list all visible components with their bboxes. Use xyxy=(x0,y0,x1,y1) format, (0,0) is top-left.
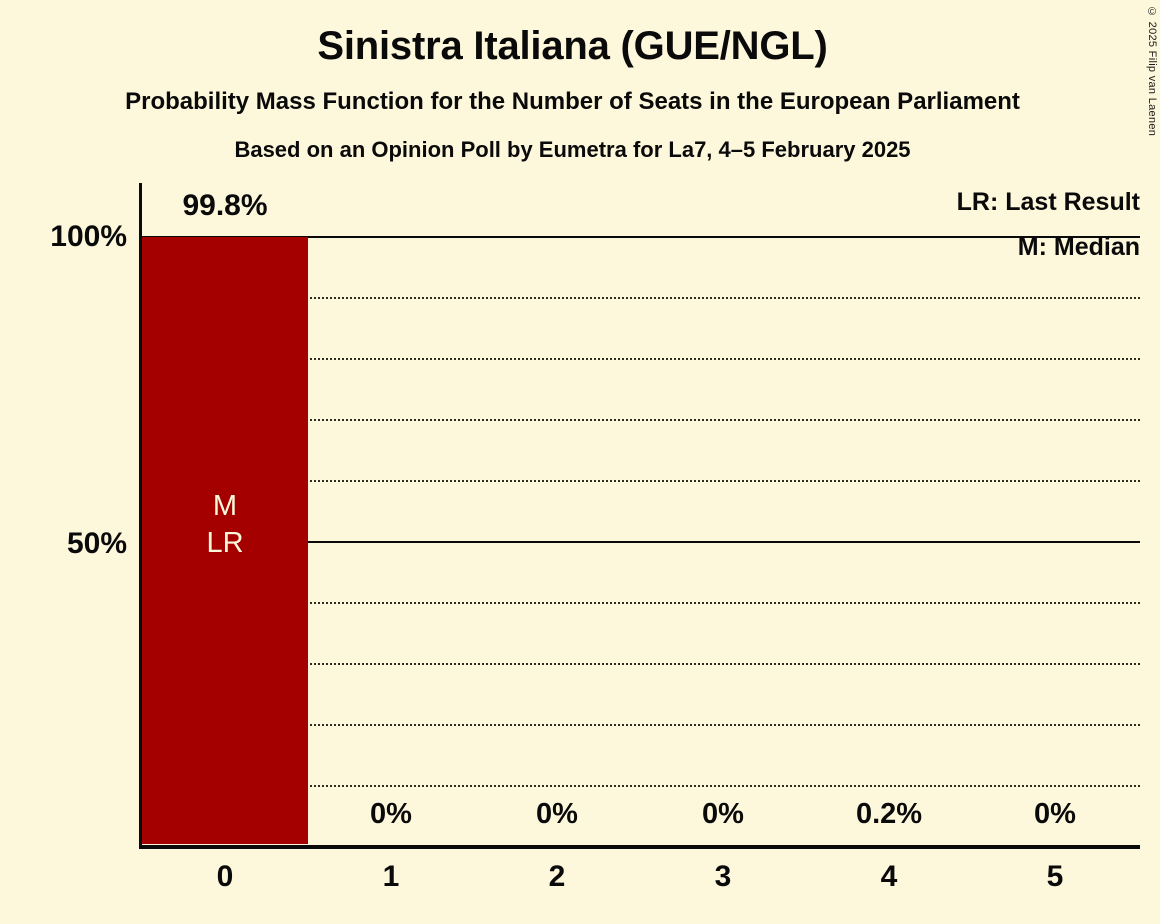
chart-title: Sinistra Italiana (GUE/NGL) xyxy=(317,24,828,68)
xtick-label-0: 0 xyxy=(216,860,234,893)
value-label-seats-2: 0% xyxy=(536,798,578,830)
gridline-100 xyxy=(142,236,1140,238)
xtick-label-4: 4 xyxy=(880,860,898,893)
value-label-seats-5: 0% xyxy=(1034,798,1076,830)
gridline-80 xyxy=(142,358,1140,360)
plot-area: M LR xyxy=(139,183,1140,849)
gridline-30 xyxy=(142,663,1140,665)
x-axis-line xyxy=(139,845,1140,849)
xtick-label-5: 5 xyxy=(1046,860,1064,893)
chart-source-subtitle: Based on an Opinion Poll by Eumetra for … xyxy=(234,137,911,162)
xtick-label-2: 2 xyxy=(548,860,566,893)
value-label-seats-0: 99.8% xyxy=(182,189,268,222)
copyright-notice: © 2025 Filip van Laenen xyxy=(1146,6,1158,137)
gridline-40 xyxy=(142,602,1140,604)
xtick-label-3: 3 xyxy=(714,860,732,893)
chart-subtitle: Probability Mass Function for the Number… xyxy=(125,88,1020,115)
gridline-50 xyxy=(142,541,1140,543)
gridline-90 xyxy=(142,297,1140,299)
legend-last-result: LR: Last Result xyxy=(956,188,1140,216)
bar-median-marker: M xyxy=(212,490,238,522)
bar-seats-0[interactable]: M LR xyxy=(142,237,308,844)
value-label-seats-1: 0% xyxy=(370,798,412,830)
gridline-10 xyxy=(142,785,1140,787)
value-label-seats-4: 0.2% xyxy=(855,798,923,830)
gridline-20 xyxy=(142,724,1140,726)
gridline-70 xyxy=(142,419,1140,421)
ytick-label-50: 50% xyxy=(66,527,127,560)
gridline-60 xyxy=(142,480,1140,482)
ytick-label-100: 100% xyxy=(50,220,127,253)
xtick-label-1: 1 xyxy=(382,860,400,893)
y-axis-line xyxy=(139,183,142,848)
value-label-seats-3: 0% xyxy=(702,798,744,830)
bar-last-result-marker: LR xyxy=(206,527,244,559)
